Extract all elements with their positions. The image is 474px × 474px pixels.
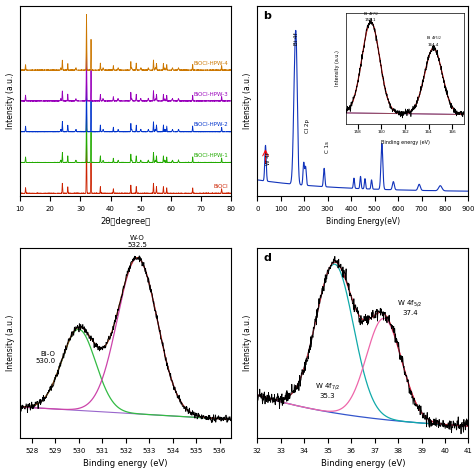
Text: W 4f$_{7/2}$
35.3: W 4f$_{7/2}$ 35.3 [315,382,340,399]
X-axis label: Binding energy (eV): Binding energy (eV) [320,459,405,468]
Text: Cl 2p: Cl 2p [305,119,310,133]
Text: BiOCl-HPW-3: BiOCl-HPW-3 [193,91,228,97]
Text: BiOCl-HPW-2: BiOCl-HPW-2 [193,122,228,128]
Text: Bi 4f: Bi 4f [294,33,300,46]
X-axis label: 2θ（degree）: 2θ（degree） [100,218,151,227]
Text: Bi-O
530.0: Bi-O 530.0 [35,351,55,364]
Text: W 4f$_{5/2}$
37.4: W 4f$_{5/2}$ 37.4 [397,299,422,316]
Text: BiOCl: BiOCl [214,184,228,189]
Y-axis label: Intensity (a.u.): Intensity (a.u.) [243,315,252,371]
Text: O 1s: O 1s [383,88,388,100]
Y-axis label: Intensity (a.u.): Intensity (a.u.) [243,73,252,129]
Y-axis label: Intensity (a.u.): Intensity (a.u.) [6,315,15,371]
X-axis label: Binding Energy(eV): Binding Energy(eV) [326,218,400,227]
Text: d: d [264,253,272,263]
Text: W 4f: W 4f [266,152,271,164]
X-axis label: Binding energy (eV): Binding energy (eV) [83,459,168,468]
Text: W-O
532.5: W-O 532.5 [128,235,147,248]
Text: b: b [264,11,272,21]
Text: BiOCl-HPW-4: BiOCl-HPW-4 [193,61,228,66]
Text: C 1s: C 1s [325,141,330,153]
Y-axis label: Intensity (a.u.): Intensity (a.u.) [6,73,15,129]
Text: BiOCl-HPW-1: BiOCl-HPW-1 [193,153,228,158]
